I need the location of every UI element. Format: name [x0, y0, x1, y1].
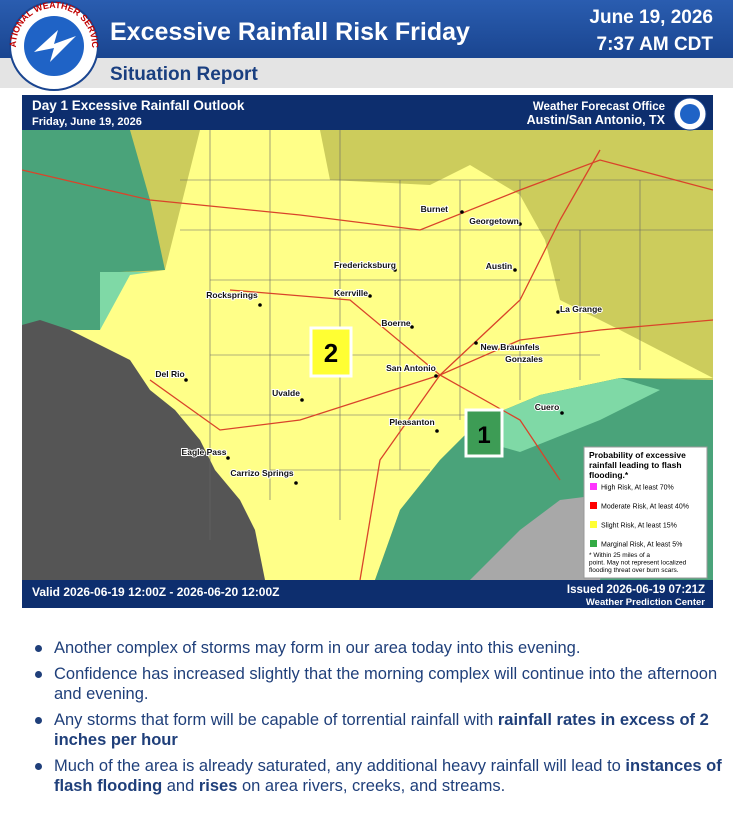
map-header: [22, 95, 713, 130]
bullet-text: Confidence has increased slightly that t…: [54, 665, 718, 703]
city-dot: [184, 378, 188, 382]
city-label: Rocksprings: [206, 290, 258, 300]
city-label: Cuero: [535, 402, 560, 412]
city-dot: [560, 411, 564, 415]
city-dot: [474, 341, 478, 345]
city-label: Boerne: [381, 318, 411, 328]
city-dot: [460, 210, 464, 214]
legend-swatch: [590, 483, 597, 490]
subheader-bar: [0, 58, 733, 88]
bullet-text: on area rivers, creeks, and streams.: [237, 777, 506, 795]
legend-label: Moderate Risk, At least 40%: [601, 504, 689, 511]
time: 7:37 AM CDT: [597, 34, 714, 55]
bullet: Much of the area is already saturated, a…: [32, 756, 722, 796]
issuer: Weather Prediction Center: [586, 597, 705, 608]
city-dot: [518, 222, 522, 226]
city-label: Georgetown: [469, 216, 519, 226]
legend-label: Marginal Risk, At least 5%: [601, 542, 682, 549]
city-dot: [258, 303, 262, 307]
map-title: Day 1 Excessive Rainfall Outlook: [32, 98, 245, 113]
map: 2 1 Burnet Georgetown Fredericksburg Austin…: [22, 95, 713, 608]
city-label: Fredericksburg: [334, 260, 396, 270]
city-dot: [435, 429, 439, 433]
city-label: Gonzales: [505, 354, 543, 364]
risk-label: 2: [324, 338, 338, 368]
legend-swatch: [590, 540, 597, 547]
city-dot: [513, 268, 517, 272]
city-dot: [410, 325, 414, 329]
bullet: Any storms that form will be capable of …: [32, 710, 722, 750]
bullet-text: instances of flash flooding: [54, 757, 722, 795]
risk-box-slight: [309, 326, 353, 378]
city-dot: [393, 268, 397, 272]
office: Austin/San Antonio, TX: [527, 113, 666, 127]
bullet-text: and: [162, 777, 199, 795]
legend-label: High Risk, At least 70%: [601, 485, 674, 492]
bullet-list: Another complex of storms may form in ou…: [32, 638, 722, 802]
risk-label: 1: [477, 422, 490, 449]
legend-label: Slight Risk, At least 15%: [601, 523, 677, 530]
bullet-text: Another complex of storms may form in ou…: [54, 639, 581, 657]
bullet-text: Any storms that form will be capable of …: [54, 711, 498, 729]
city-label: Carrizo Springs: [230, 468, 294, 478]
map-date: Friday, June 19, 2026: [32, 116, 142, 128]
subtitle: Situation Report: [110, 64, 258, 85]
legend: Probability of excessive rainfall leading…: [583, 446, 708, 579]
city-label: Del Rio: [155, 369, 184, 379]
city-label: New Braunfels: [480, 342, 539, 352]
risk-box-marginal: [464, 408, 504, 458]
title: Excessive Rainfall Risk Friday: [110, 18, 470, 46]
city-label: Burnet: [421, 204, 449, 214]
office: Weather Forecast Office: [533, 101, 665, 113]
city-dot: [368, 294, 372, 298]
city-dot: [556, 310, 560, 314]
city-dot: [434, 374, 438, 378]
bullet-text: rainfall rates in excess of 2 inches per…: [54, 711, 709, 749]
city-label: La Grange: [560, 304, 602, 314]
city-dot: [226, 456, 230, 460]
city-label: Pleasanton: [389, 417, 434, 427]
city-dot: [538, 357, 542, 361]
valid: Valid 2026-06-19 12:00Z - 2026-06-20 12:…: [32, 585, 280, 599]
bullet-text: rises: [198, 777, 238, 795]
bullet: Confidence has increased slightly that t…: [32, 664, 722, 704]
city-label: Uvalde: [272, 388, 300, 398]
date: June 19, 2026: [589, 7, 713, 28]
city-dot: [300, 398, 304, 402]
legend-swatch: [590, 502, 597, 509]
map-footer: [22, 580, 713, 608]
city-label: San Antonio: [386, 363, 436, 373]
issued: Issued 2026-06-19 07:21Z: [567, 584, 705, 596]
city-dot: [294, 481, 298, 485]
city-label: Austin: [486, 261, 512, 271]
legend-swatch: [590, 521, 597, 528]
legend-title: Probability of excessive rainfall leading…: [589, 450, 686, 480]
header-bar: [0, 0, 733, 58]
legend-note: * Within 25 miles of a point. May not rep…: [589, 552, 687, 574]
city-label: Kerrville: [334, 288, 368, 298]
office-logo: [680, 104, 700, 124]
city-label: Eagle Pass: [182, 447, 227, 457]
bullet: Another complex of storms may form in ou…: [32, 638, 722, 658]
bullet-text: Much of the area is already saturated, a…: [54, 757, 626, 775]
